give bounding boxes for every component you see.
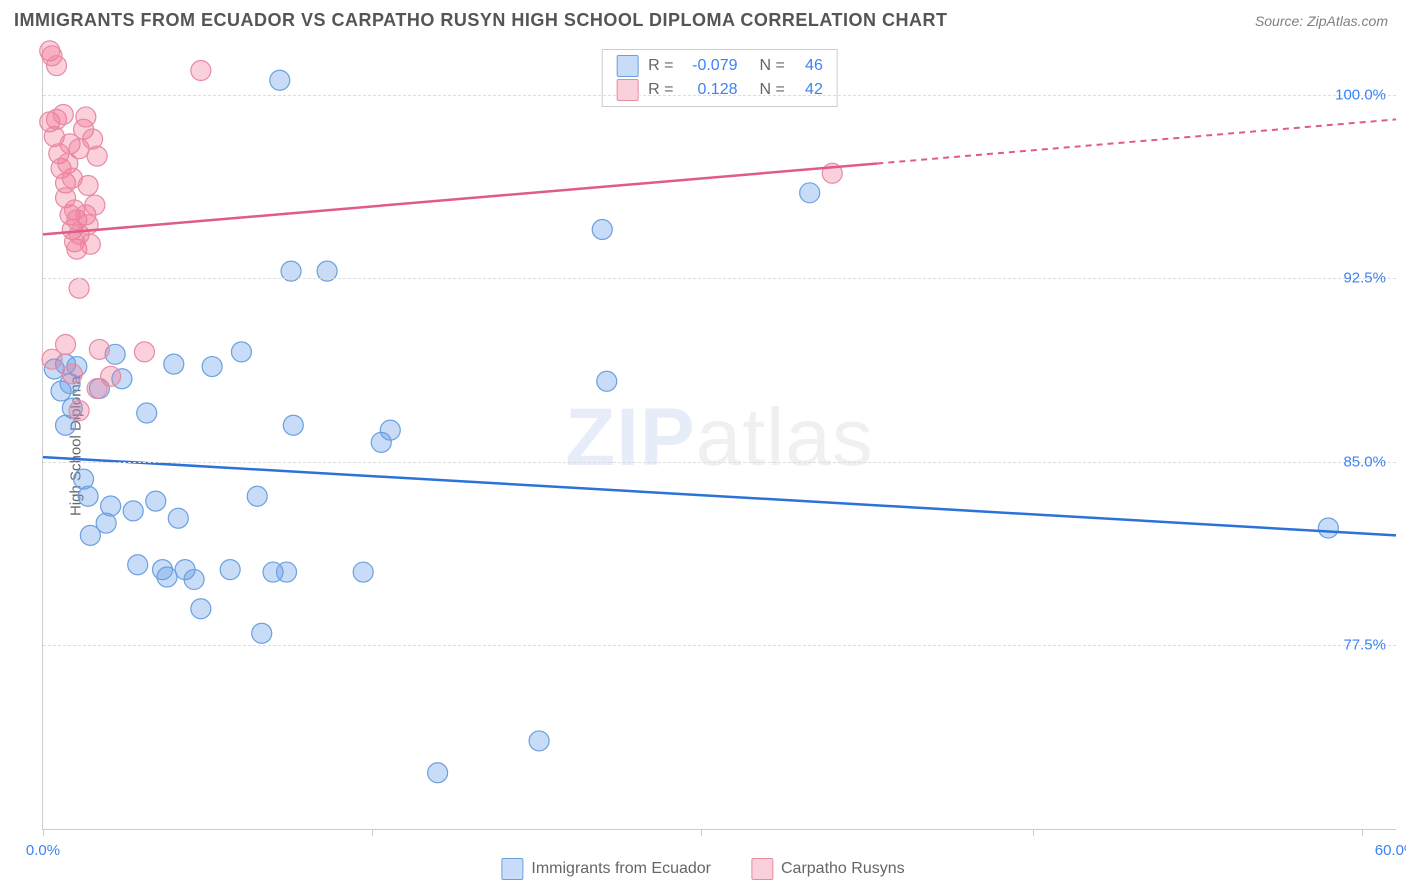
scatter-point <box>592 220 612 240</box>
stats-row: R = -0.079 N = 46 <box>616 54 823 78</box>
scatter-point <box>597 371 617 391</box>
scatter-point <box>69 278 89 298</box>
source-credit: Source: ZipAtlas.com <box>1255 13 1388 29</box>
scatter-point <box>134 342 154 362</box>
scatter-point <box>123 501 143 521</box>
scatter-point <box>47 56 67 76</box>
gridline <box>43 278 1396 279</box>
scatter-point <box>101 366 121 386</box>
legend-swatch <box>616 79 638 101</box>
ytick-label: 100.0% <box>1335 86 1386 103</box>
scatter-point <box>380 420 400 440</box>
scatter-point <box>69 401 89 421</box>
scatter-point <box>85 195 105 215</box>
scatter-point <box>153 560 173 580</box>
scatter-point <box>89 339 109 359</box>
xtick <box>372 829 373 836</box>
scatter-point <box>56 335 76 355</box>
r-value: -0.079 <box>684 54 738 78</box>
scatter-point <box>62 364 82 384</box>
scatter-point <box>191 599 211 619</box>
stats-row: R = 0.128 N = 42 <box>616 78 823 102</box>
scatter-point <box>247 486 267 506</box>
scatter-point <box>168 508 188 528</box>
gridline <box>43 645 1396 646</box>
scatter-point <box>80 234 100 254</box>
legend-swatch <box>501 858 523 880</box>
legend-item: Immigrants from Ecuador <box>501 858 711 880</box>
ytick-label: 85.0% <box>1343 453 1386 470</box>
scatter-point <box>529 731 549 751</box>
scatter-point <box>146 491 166 511</box>
source-label: Source: <box>1255 13 1303 29</box>
scatter-point <box>1318 518 1338 538</box>
scatter-point <box>76 107 96 127</box>
scatter-point <box>53 105 73 125</box>
xtick <box>43 829 44 836</box>
scatter-point <box>128 555 148 575</box>
scatter-point <box>78 486 98 506</box>
legend-swatch <box>751 858 773 880</box>
xaxis-label-left: 0.0% <box>26 842 60 859</box>
legend-item: Carpatho Rusyns <box>751 858 905 880</box>
scatter-point <box>231 342 251 362</box>
chart-title: IMMIGRANTS FROM ECUADOR VS CARPATHO RUSY… <box>14 10 948 31</box>
xtick <box>1362 829 1363 836</box>
n-value: 42 <box>795 78 823 102</box>
xtick <box>1033 829 1034 836</box>
trendline <box>43 457 1396 535</box>
scatter-plot-svg <box>43 46 1396 829</box>
bottom-legend: Immigrants from Ecuador Carpatho Rusyns <box>501 858 904 880</box>
scatter-point <box>220 560 240 580</box>
scatter-point <box>270 70 290 90</box>
xaxis-label-right: 60.0% <box>1375 842 1406 859</box>
r-label: R = <box>648 78 673 102</box>
ytick-label: 92.5% <box>1343 270 1386 287</box>
scatter-point <box>164 354 184 374</box>
legend-label: Carpatho Rusyns <box>781 860 905 878</box>
source-name: ZipAtlas.com <box>1307 13 1388 29</box>
chart-plot-area: ZIPatlas R =-0.079N =46R =0.128N =42 77.… <box>42 46 1396 830</box>
scatter-point <box>191 60 211 80</box>
legend-label: Immigrants from Ecuador <box>531 860 711 878</box>
n-label: N = <box>760 54 785 78</box>
stats-legend: R = -0.079 N = 46 R = 0.128 N = 42 <box>601 49 838 107</box>
scatter-point <box>800 183 820 203</box>
n-value: 46 <box>795 54 823 78</box>
n-label: N = <box>760 78 785 102</box>
scatter-point <box>277 562 297 582</box>
r-value: 0.128 <box>684 78 738 102</box>
scatter-point <box>137 403 157 423</box>
scatter-point <box>184 569 204 589</box>
scatter-point <box>78 175 98 195</box>
gridline <box>43 462 1396 463</box>
trendline-extrapolated <box>877 119 1396 163</box>
scatter-point <box>252 623 272 643</box>
scatter-point <box>96 513 116 533</box>
scatter-point <box>202 357 222 377</box>
trendline <box>43 163 877 234</box>
scatter-point <box>428 763 448 783</box>
gridline <box>43 95 1396 96</box>
scatter-point <box>353 562 373 582</box>
r-label: R = <box>648 54 673 78</box>
xtick <box>701 829 702 836</box>
scatter-point <box>87 146 107 166</box>
legend-swatch <box>616 55 638 77</box>
ytick-label: 77.5% <box>1343 637 1386 654</box>
scatter-point <box>283 415 303 435</box>
